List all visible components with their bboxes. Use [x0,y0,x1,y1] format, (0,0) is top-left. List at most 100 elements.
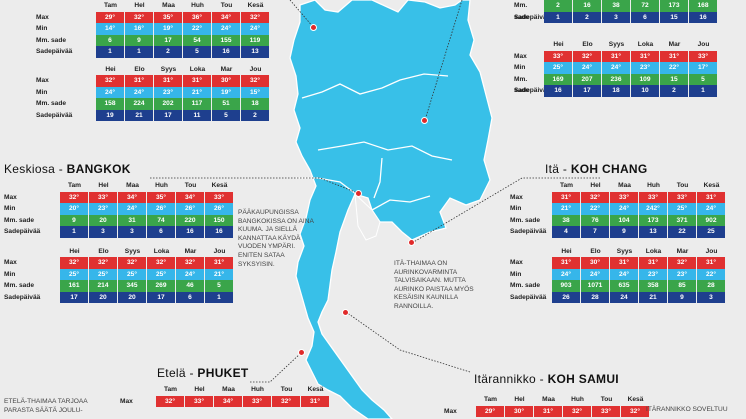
row-label: Mm. sade [36,100,67,107]
cell: 23° [89,203,117,215]
month: Hel [194,386,205,393]
month: Kesä [247,2,264,9]
cell: 28 [697,280,725,292]
row-label: Max [514,52,527,60]
cell: 32° [272,395,300,407]
place-name: KOH SAMUI [547,372,619,386]
month: Jou [213,247,226,255]
cell: 109 [631,73,659,85]
month: Elo [98,247,109,255]
leader-east [411,177,600,244]
cell: 33° [205,191,233,203]
month: Huh [571,396,584,403]
north-climate-table: Tam Hel Maa Huh Tou Kesä Max 29° 32° 35° 36° 34° 32… [36,0,270,121]
cell: 6 [176,291,204,303]
row-label: Mm. sade [36,36,67,44]
month: Loka [637,41,654,48]
cell: 13 [241,46,269,58]
cell: 35° [147,191,175,203]
cell: 358 [639,280,667,292]
max-row: Max 32° 33° 34° 33° 32° 31° [120,395,330,407]
month: Hel [98,182,109,189]
month: Loka [189,65,206,73]
row-label: Max [4,259,17,266]
month: Maa [542,396,555,403]
place-name: PHUKET [197,366,249,380]
cell: 25° [60,268,88,280]
month: Mar [220,65,233,73]
cell: 33° [544,50,572,62]
cell: 24° [241,23,269,35]
cell: 169 [544,73,572,85]
max-row: Max 32° 32° 32° 32° 32° 31° [4,257,234,269]
header-row: Tam Hel Maa Huh Tou Kesä [4,180,234,192]
cell: 34° [212,11,240,23]
cell: 51 [212,98,240,110]
cell: 16 [573,0,601,12]
cell: 13 [639,226,667,238]
cell: 9 [610,226,638,238]
cell: 16 [544,85,572,97]
month: Hel [590,182,601,189]
cell: 24° [118,203,146,215]
cell: 25 [697,226,725,238]
row-label: Sadepäivää [36,48,73,55]
days-row: Sadepäivää 16 17 18 10 2 1 [514,85,718,97]
cell: 25° [147,268,175,280]
row-label: Sadepäivää [514,13,551,21]
days-row: Sadepäivää 1 1 2 5 16 13 [36,46,270,58]
cell: 15° [241,86,269,98]
cell: 1 [544,11,572,23]
row-label: Sadepäivää [36,111,73,119]
cell: 18 [602,85,630,97]
month: Kesä [703,182,720,189]
leader-north [289,0,315,29]
month: Maa [618,182,631,189]
row-label: Max [36,13,49,21]
min-row: Min 21° 22° 24° 242° 25° 24° [510,203,726,215]
month: Loka [645,247,662,255]
cell: 32° [89,257,117,269]
cell: 30° [581,257,609,269]
month: Tou [184,182,197,189]
cell: 21° [183,86,211,98]
cell: 22° [581,203,609,215]
cell: 635 [610,280,638,292]
cell: 17° [689,62,717,74]
cell: 72 [631,0,659,12]
month: Hei [69,247,80,255]
cell: 76 [581,214,609,226]
cell: 32° [60,191,88,203]
cell: 345 [118,280,146,292]
cell: 33° [639,191,667,203]
cell: 32° [581,191,609,203]
cell: 214 [89,280,117,292]
row-label: Min [514,64,526,71]
region-name: Keskiosa - [4,162,67,176]
cell: 220 [176,214,204,226]
cell: 26° [205,203,233,215]
cell: 24° [552,268,580,280]
month: Maa [126,182,139,189]
cell: 25° [668,203,696,215]
row-label: Sadepäivää [510,228,547,235]
cell: 24° [573,62,601,74]
cell: 25° [89,268,117,280]
max-row: Max 29° 32° 35° 36° 34° 32° [36,11,270,23]
cell: 16 [205,226,233,238]
row-label: Sadepäivää [514,87,551,94]
location-dot-koh-chang [408,239,415,246]
cell: 54 [183,34,211,46]
cell: 34° [214,395,242,407]
cell: 24° [610,203,638,215]
cell: 104 [610,214,638,226]
cell: 31° [602,50,630,62]
cell: 269 [147,280,175,292]
rain-row: Mm. sade 169 207 236 109 15 5 [514,73,718,94]
cell: 202 [154,98,182,110]
cell: 17 [147,291,175,303]
cell: 23° [631,62,659,74]
southeast-title: Itärannikko - KOH SAMUI [474,372,619,386]
cell: 31° [697,257,725,269]
row-label: Max [36,77,49,84]
